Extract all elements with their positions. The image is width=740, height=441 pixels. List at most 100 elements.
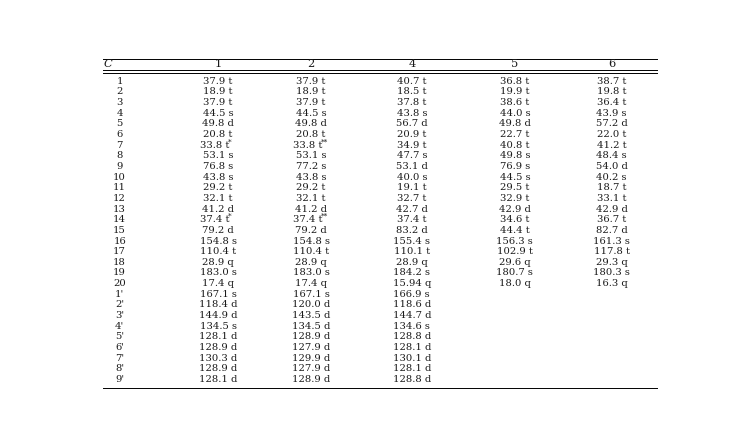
Text: 127.9 d: 127.9 d	[292, 364, 330, 374]
Text: 167.1 s: 167.1 s	[292, 290, 329, 299]
Text: 8: 8	[116, 151, 123, 161]
Text: 8': 8'	[115, 364, 124, 374]
Text: 183.0 s: 183.0 s	[200, 269, 237, 277]
Text: 7': 7'	[115, 354, 124, 363]
Text: 11: 11	[113, 183, 126, 192]
Text: 18.5 t: 18.5 t	[397, 87, 426, 97]
Text: 40.2 s: 40.2 s	[596, 173, 627, 182]
Text: 184.2 s: 184.2 s	[393, 269, 430, 277]
Text: 128.9 d: 128.9 d	[199, 343, 238, 352]
Text: 3': 3'	[115, 311, 124, 320]
Text: 33.8 t: 33.8 t	[201, 141, 230, 150]
Text: 19.8 t: 19.8 t	[597, 87, 627, 97]
Text: 32.7 t: 32.7 t	[397, 194, 426, 203]
Text: 6: 6	[116, 130, 123, 139]
Text: 154.8 s: 154.8 s	[292, 236, 329, 246]
Text: 180.3 s: 180.3 s	[593, 269, 630, 277]
Text: 5: 5	[116, 120, 123, 128]
Text: 9': 9'	[115, 375, 124, 384]
Text: 19.9 t: 19.9 t	[500, 87, 530, 97]
Text: 2: 2	[116, 87, 123, 97]
Text: 144.7 d: 144.7 d	[392, 311, 431, 320]
Text: 130.1 d: 130.1 d	[393, 354, 431, 363]
Text: 49.8 s: 49.8 s	[500, 151, 530, 161]
Text: 38.7 t: 38.7 t	[597, 77, 627, 86]
Text: 79.2 d: 79.2 d	[202, 226, 234, 235]
Text: 134.5 s: 134.5 s	[200, 322, 237, 331]
Text: 129.9 d: 129.9 d	[292, 354, 330, 363]
Text: 12: 12	[113, 194, 126, 203]
Text: 5: 5	[511, 60, 519, 70]
Text: 44.5 s: 44.5 s	[203, 109, 233, 118]
Text: 110.4 t: 110.4 t	[293, 247, 329, 256]
Text: 18.7 t: 18.7 t	[597, 183, 627, 192]
Text: 28.9 q: 28.9 q	[295, 258, 327, 267]
Text: 117.8 t: 117.8 t	[593, 247, 630, 256]
Text: 14: 14	[113, 215, 126, 224]
Text: 15.94 q: 15.94 q	[393, 279, 431, 288]
Text: 134.5 d: 134.5 d	[292, 322, 330, 331]
Text: 5': 5'	[115, 333, 124, 341]
Text: 49.8 d: 49.8 d	[499, 120, 531, 128]
Text: 43.9 s: 43.9 s	[596, 109, 627, 118]
Text: 37.9 t: 37.9 t	[296, 77, 326, 86]
Text: 43.8 s: 43.8 s	[203, 173, 233, 182]
Text: 56.7 d: 56.7 d	[396, 120, 428, 128]
Text: 18.0 q: 18.0 q	[499, 279, 531, 288]
Text: 41.2 d: 41.2 d	[295, 205, 327, 213]
Text: 44.4 t: 44.4 t	[500, 226, 530, 235]
Text: 128.1 d: 128.1 d	[199, 333, 238, 341]
Text: 76.8 s: 76.8 s	[203, 162, 233, 171]
Text: 155.4 s: 155.4 s	[393, 236, 430, 246]
Text: 4: 4	[116, 109, 123, 118]
Text: 18.9 t: 18.9 t	[296, 87, 326, 97]
Text: 57.2 d: 57.2 d	[596, 120, 628, 128]
Text: 156.3 s: 156.3 s	[497, 236, 534, 246]
Text: 128.8 d: 128.8 d	[393, 333, 431, 341]
Text: 82.7 d: 82.7 d	[596, 226, 628, 235]
Text: 1: 1	[215, 60, 222, 70]
Text: C: C	[104, 60, 112, 70]
Text: 10: 10	[113, 173, 126, 182]
Text: 49.8 d: 49.8 d	[202, 120, 234, 128]
Text: 37.4 t: 37.4 t	[294, 215, 323, 224]
Text: 134.6 s: 134.6 s	[394, 322, 430, 331]
Text: 41.2 t: 41.2 t	[597, 141, 627, 150]
Text: 166.9 s: 166.9 s	[394, 290, 430, 299]
Text: 15: 15	[113, 226, 126, 235]
Text: 9: 9	[116, 162, 123, 171]
Text: 37.9 t: 37.9 t	[296, 98, 326, 107]
Text: 37.4 t: 37.4 t	[397, 215, 426, 224]
Text: 1': 1'	[115, 290, 124, 299]
Text: 42.9 d: 42.9 d	[499, 205, 531, 213]
Text: 18.9 t: 18.9 t	[204, 87, 233, 97]
Text: 19.1 t: 19.1 t	[397, 183, 427, 192]
Text: 13: 13	[113, 205, 126, 213]
Text: 37.8 t: 37.8 t	[397, 98, 426, 107]
Text: 17: 17	[113, 247, 126, 256]
Text: 33.8 t: 33.8 t	[294, 141, 323, 150]
Text: 128.1 d: 128.1 d	[393, 343, 431, 352]
Text: 154.8 s: 154.8 s	[200, 236, 237, 246]
Text: 16.3 q: 16.3 q	[596, 279, 628, 288]
Text: 43.8 s: 43.8 s	[397, 109, 427, 118]
Text: 118.4 d: 118.4 d	[199, 300, 238, 310]
Text: 29.2 t: 29.2 t	[204, 183, 233, 192]
Text: 127.9 d: 127.9 d	[292, 343, 330, 352]
Text: 3: 3	[116, 98, 123, 107]
Text: 40.7 t: 40.7 t	[397, 77, 426, 86]
Text: 167.1 s: 167.1 s	[200, 290, 237, 299]
Text: 44.0 s: 44.0 s	[500, 109, 530, 118]
Text: 53.1 s: 53.1 s	[296, 151, 326, 161]
Text: 77.2 s: 77.2 s	[296, 162, 326, 171]
Text: **: **	[321, 138, 328, 146]
Text: 79.2 d: 79.2 d	[295, 226, 327, 235]
Text: 143.5 d: 143.5 d	[292, 311, 330, 320]
Text: 54.0 d: 54.0 d	[596, 162, 628, 171]
Text: 20.9 t: 20.9 t	[397, 130, 426, 139]
Text: 36.4 t: 36.4 t	[597, 98, 627, 107]
Text: 18: 18	[113, 258, 126, 267]
Text: 22.0 t: 22.0 t	[597, 130, 627, 139]
Text: 128.1 d: 128.1 d	[199, 375, 238, 384]
Text: 44.5 s: 44.5 s	[500, 173, 530, 182]
